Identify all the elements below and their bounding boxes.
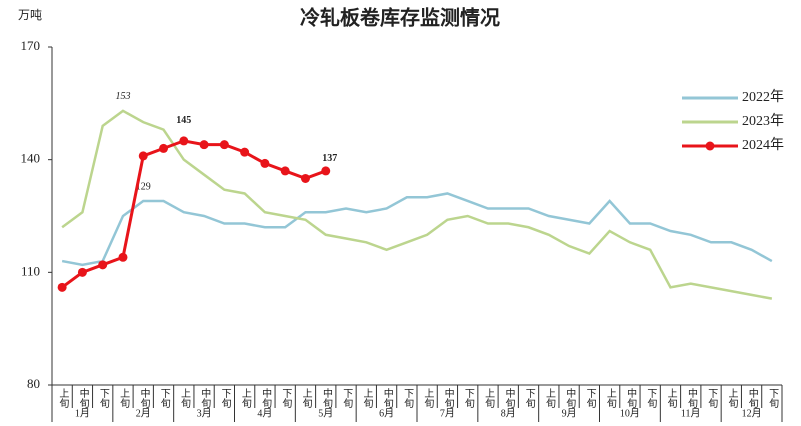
data-label: 137 — [322, 153, 337, 164]
legend-marker — [705, 141, 715, 151]
x-tick-label: 中旬 — [685, 387, 697, 409]
marker — [240, 147, 250, 157]
x-tick-label: 中旬 — [381, 387, 393, 409]
group-label: 7月 — [440, 407, 455, 419]
x-tick-label: 上旬 — [544, 388, 556, 409]
marker — [260, 158, 270, 168]
marker — [98, 260, 108, 270]
x-tick-label: 上旬 — [118, 388, 130, 409]
data-label: 153 — [115, 91, 130, 102]
marker — [77, 267, 87, 277]
legend-label: 2023年 — [742, 113, 784, 129]
series-line — [61, 109, 773, 300]
x-tick-label: 下旬 — [584, 388, 596, 409]
marker — [219, 140, 229, 150]
x-tick-label: 下旬 — [219, 388, 231, 409]
x-tick-label: 上旬 — [483, 388, 495, 409]
x-tick-label: 下旬 — [767, 388, 779, 409]
group-label: 8月 — [501, 407, 516, 419]
x-tick-label: 下旬 — [645, 388, 657, 409]
y-tick-label: 80 — [27, 376, 40, 391]
x-tick-label: 上旬 — [57, 388, 69, 409]
x-tick-label: 中旬 — [199, 387, 211, 409]
x-tick-label: 下旬 — [402, 388, 414, 409]
x-tick-label: 中旬 — [260, 387, 272, 409]
y-tick-label: 140 — [21, 151, 41, 166]
data-label: 129 — [136, 181, 151, 192]
x-tick-label: 下旬 — [280, 388, 292, 409]
x-tick-label: 中旬 — [746, 387, 758, 409]
marker — [138, 151, 148, 161]
x-tick-label: 上旬 — [604, 388, 616, 409]
group-label: 2月 — [136, 407, 151, 419]
group-label: 1月 — [75, 407, 90, 419]
x-tick-label: 下旬 — [523, 388, 535, 409]
x-tick-label: 下旬 — [706, 388, 718, 409]
marker — [280, 166, 290, 176]
group-label: 10月 — [620, 407, 640, 419]
marker — [118, 252, 128, 262]
marker — [300, 173, 310, 183]
x-tick-label: 下旬 — [462, 388, 474, 409]
marker — [321, 166, 331, 176]
x-tick-label: 上旬 — [726, 388, 738, 409]
x-tick-label: 上旬 — [239, 388, 251, 409]
series-line — [61, 192, 773, 267]
x-tick-label: 中旬 — [320, 387, 332, 409]
y-tick-label: 170 — [21, 38, 41, 53]
group-label: 3月 — [197, 407, 212, 419]
legend-label: 2022年 — [742, 89, 784, 105]
chart-title: 冷轧板卷库存监测情况 — [300, 6, 500, 30]
group-label: 4月 — [257, 407, 272, 419]
x-tick-label: 下旬 — [341, 388, 353, 409]
marker — [179, 136, 189, 146]
x-tick-label: 中旬 — [625, 387, 637, 409]
group-label: 9月 — [562, 407, 577, 419]
x-tick-label: 上旬 — [361, 388, 373, 409]
x-tick-label: 中旬 — [564, 387, 576, 409]
x-tick-label: 中旬 — [77, 387, 89, 409]
group-label: 12月 — [742, 407, 762, 419]
x-tick-label: 上旬 — [179, 388, 191, 409]
x-tick-label: 中旬 — [442, 387, 454, 409]
y-axis-unit: 万吨 — [18, 8, 42, 22]
x-tick-label: 上旬 — [422, 388, 434, 409]
x-tick-label: 上旬 — [665, 388, 677, 409]
y-tick-label: 110 — [21, 263, 40, 278]
group-label: 6月 — [379, 407, 394, 419]
data-label: 145 — [176, 115, 191, 126]
x-tick-label: 下旬 — [158, 388, 170, 409]
group-label: 5月 — [318, 407, 333, 419]
x-tick-label: 中旬 — [138, 387, 150, 409]
marker — [57, 282, 67, 292]
marker — [199, 140, 209, 150]
legend-label: 2024年 — [742, 137, 784, 153]
x-tick-label: 中旬 — [503, 387, 515, 409]
marker — [159, 143, 169, 153]
group-label: 11月 — [681, 407, 701, 419]
x-tick-label: 下旬 — [97, 388, 109, 409]
x-tick-label: 上旬 — [300, 388, 312, 409]
